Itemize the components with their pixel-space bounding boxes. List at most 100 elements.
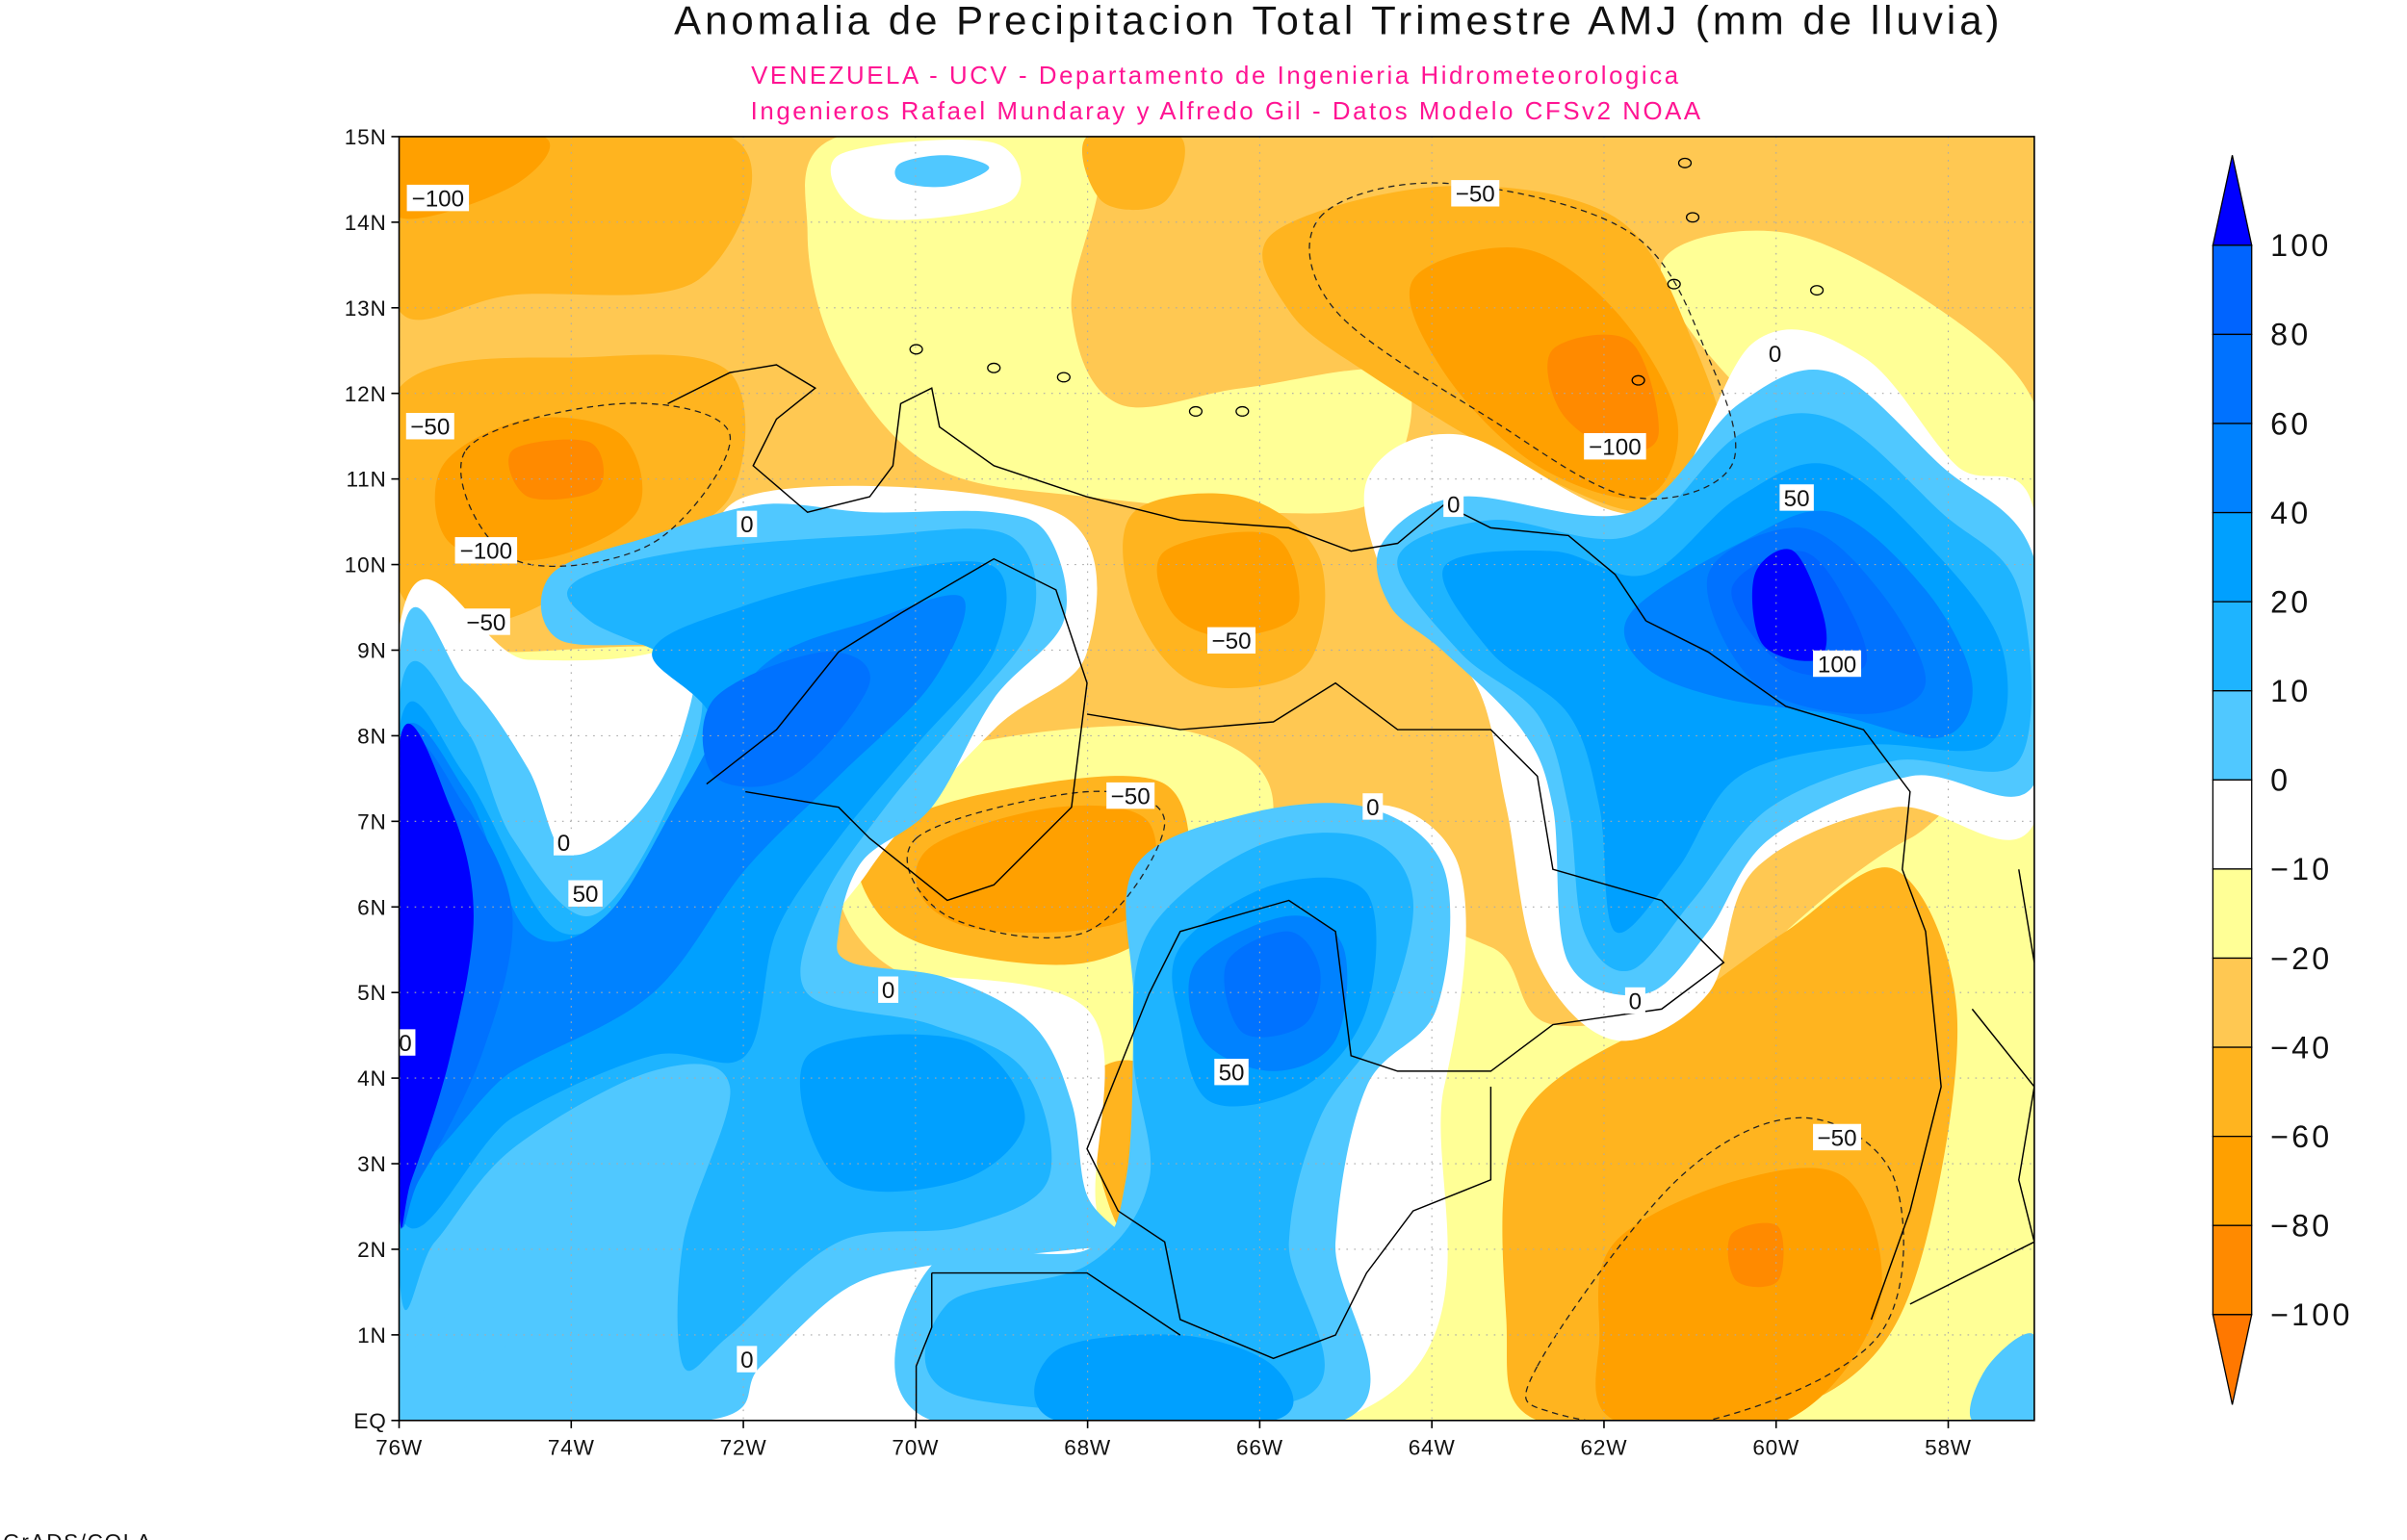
contour-label: −50 bbox=[1456, 182, 1495, 208]
shaded-region bbox=[399, 723, 474, 1229]
grid-lines bbox=[399, 136, 2034, 1421]
coastline bbox=[1909, 869, 2034, 1305]
x-tick-label: 68W bbox=[1064, 1435, 1111, 1459]
coastline bbox=[1086, 681, 1725, 1360]
x-tick-label: 60W bbox=[1752, 1435, 1799, 1459]
colorbar-max-triangle bbox=[2212, 155, 2253, 246]
colorbar-bin bbox=[2212, 423, 2253, 514]
contour-label: −50 bbox=[466, 610, 505, 636]
y-tick-label: 2N bbox=[357, 1238, 386, 1262]
colorbar-bin bbox=[2212, 690, 2253, 781]
plot-frame bbox=[398, 136, 2035, 1422]
colorbar-bin bbox=[2212, 1224, 2253, 1316]
contour-label: 0 bbox=[1366, 795, 1379, 821]
island-outline bbox=[1685, 212, 1700, 223]
contour-label-bg bbox=[1813, 650, 1862, 678]
island-outline bbox=[987, 362, 1001, 373]
y-tick-label: 3N bbox=[357, 1152, 386, 1176]
contour-label: 0 bbox=[399, 1031, 411, 1057]
y-tick-label: 4N bbox=[357, 1066, 386, 1091]
shaded-field bbox=[399, 136, 2034, 1421]
y-tick-label: 8N bbox=[357, 724, 386, 748]
contour-label-bg bbox=[406, 184, 470, 212]
contour-label: −100 bbox=[460, 539, 512, 565]
x-tick-label: 70W bbox=[892, 1435, 939, 1459]
contour-label: −50 bbox=[1212, 629, 1252, 654]
contour-label-bg bbox=[1443, 490, 1464, 518]
x-tick-label: 64W bbox=[1409, 1435, 1456, 1459]
chart-title: Anomalia de Precipitacion Total Trimestr… bbox=[674, 0, 2003, 42]
contour-label: −100 bbox=[1589, 435, 1641, 461]
colorbar-label: 0 bbox=[2270, 763, 2291, 798]
shaded-region bbox=[1156, 531, 1300, 637]
colorbar-bin bbox=[2212, 244, 2253, 336]
x-tick-label: 58W bbox=[1925, 1435, 1972, 1459]
shaded-region bbox=[1751, 549, 1827, 661]
chart-subtitle-1: VENEZUELA - UCV - Departamento de Ingeni… bbox=[751, 63, 1681, 90]
contour-label: 0 bbox=[740, 512, 753, 538]
x-tick-label: 66W bbox=[1236, 1435, 1283, 1459]
contour-label-bg bbox=[1214, 1059, 1249, 1086]
x-tick-label: 62W bbox=[1581, 1435, 1628, 1459]
colorbar-bin bbox=[2212, 1046, 2253, 1138]
colorbar-label: 60 bbox=[2270, 406, 2311, 441]
shaded-region bbox=[805, 136, 1412, 514]
shaded-region bbox=[508, 439, 605, 500]
contour-label: 50 bbox=[1219, 1061, 1245, 1087]
y-tick-label: 15N bbox=[345, 125, 387, 149]
y-tick-label: 6N bbox=[357, 895, 386, 919]
contour-label-bg bbox=[395, 1029, 416, 1056]
colorbar-label: −40 bbox=[2270, 1030, 2332, 1065]
contour-label-bg bbox=[1765, 340, 1786, 367]
shaded-region bbox=[1082, 136, 1185, 211]
contour-label: −50 bbox=[1111, 783, 1151, 809]
chart-subtitle-2: Ingenieros Rafael Mundaray y Alfredo Gil… bbox=[751, 98, 1703, 125]
contour-label-bg bbox=[405, 413, 454, 440]
footer-credit: GrADS/COLA bbox=[3, 1530, 152, 1540]
contour-label: 0 bbox=[557, 831, 570, 857]
y-tick-label: 5N bbox=[357, 981, 386, 1005]
shaded-region bbox=[1224, 931, 1321, 1038]
y-tick-label: 11N bbox=[346, 468, 386, 492]
island-outline bbox=[1188, 405, 1204, 417]
y-tick-label: 10N bbox=[345, 553, 387, 578]
axes: 76W 74W 72W 70W 68W 66W 64W 62W 60W 58W EQ 1N 2N 3N 4N… bbox=[345, 125, 1972, 1459]
colorbar-bin bbox=[2212, 601, 2253, 692]
contour-label: 50 bbox=[573, 882, 599, 908]
island-outline bbox=[1810, 285, 1825, 296]
shaded-region bbox=[799, 1034, 1025, 1193]
contour-label-bg bbox=[1362, 793, 1384, 820]
colorbar-label: −60 bbox=[2270, 1119, 2332, 1154]
contour-label: 0 bbox=[1769, 342, 1781, 368]
colorbar-label: 10 bbox=[2270, 674, 2311, 708]
contour-line-negative bbox=[1308, 182, 1737, 500]
y-tick-label: 14N bbox=[345, 211, 387, 235]
island-outline bbox=[1677, 157, 1693, 168]
contour-label-bg bbox=[1779, 484, 1814, 511]
contour-label: 50 bbox=[1784, 486, 1810, 512]
contour-label: 0 bbox=[740, 1348, 753, 1373]
contour-label: −50 bbox=[410, 415, 450, 441]
contour-label-bg bbox=[568, 880, 603, 907]
y-tick-label: EQ bbox=[353, 1409, 386, 1433]
contour-label: 100 bbox=[1818, 652, 1856, 678]
shaded-region bbox=[702, 652, 870, 787]
colorbar-label: −80 bbox=[2270, 1209, 2332, 1244]
contour-line-negative bbox=[1525, 1116, 1904, 1421]
coastline bbox=[1645, 620, 1942, 1321]
x-tick-label: 74W bbox=[548, 1435, 595, 1459]
y-tick-label: 13N bbox=[345, 296, 387, 321]
contour-label: −50 bbox=[1818, 1125, 1857, 1151]
contour-label-bg bbox=[1106, 782, 1155, 809]
contour-label-bg bbox=[1207, 627, 1256, 654]
colorbar-label: −100 bbox=[2270, 1297, 2353, 1332]
contour-label-bg bbox=[878, 976, 899, 1003]
colorbar-bin bbox=[2212, 1136, 2253, 1226]
contour-label-bg bbox=[1584, 433, 1646, 460]
contour-label-bg bbox=[461, 608, 510, 635]
island-outline bbox=[1631, 374, 1645, 386]
contour-label: 0 bbox=[1629, 988, 1642, 1014]
colorbar-bin bbox=[2212, 957, 2253, 1048]
